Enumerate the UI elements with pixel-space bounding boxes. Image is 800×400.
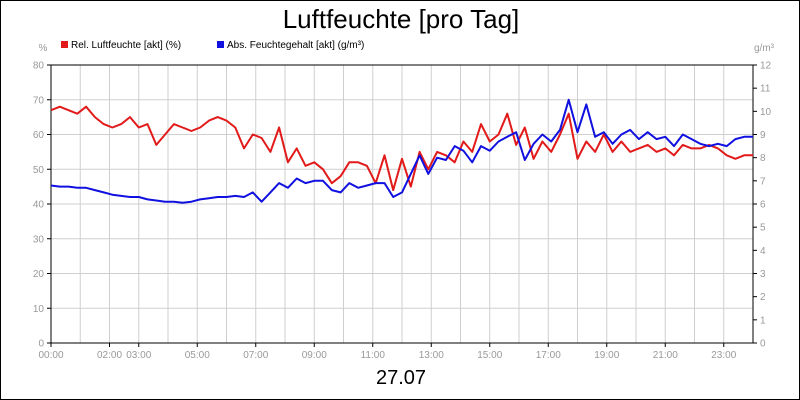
y-right-tick-label: 11 bbox=[760, 84, 771, 95]
y-right-tick-label: 10 bbox=[760, 107, 772, 118]
legend-label-rel-humidity: Rel. Luftfeuchte [akt] (%) bbox=[71, 40, 181, 51]
legend: Rel. Luftfeuchte [akt] (%) Abs. Feuchteg… bbox=[61, 40, 364, 51]
legend-label-abs-humidity: Abs. Feuchtegehalt [akt] (g/m³) bbox=[227, 40, 364, 51]
y-left-tick-label: 10 bbox=[33, 304, 45, 315]
x-tick-label: 07:00 bbox=[243, 350, 268, 361]
y-left-tick-label: 60 bbox=[33, 130, 45, 141]
x-tick-label: 00:00 bbox=[38, 350, 63, 361]
y-right-tick-label: 5 bbox=[760, 223, 766, 234]
legend-swatch-rel-humidity bbox=[61, 41, 68, 48]
y-right-tick-label: 7 bbox=[760, 176, 766, 187]
y-right-tick-label: 8 bbox=[760, 153, 766, 164]
x-tick-label: 23:00 bbox=[711, 350, 736, 361]
chart-date: 27.07 bbox=[375, 367, 427, 389]
legend-swatch-abs-humidity bbox=[217, 41, 224, 48]
series-line-abs-humidity bbox=[50, 98, 753, 204]
y-right-tick-label: 0 bbox=[760, 339, 766, 350]
chart-title: Luftfeuchte [pro Tag] bbox=[282, 4, 520, 34]
y-left-tick-label: 40 bbox=[33, 200, 45, 211]
y-right-tick-label: 12 bbox=[760, 61, 772, 72]
y-right-tick-label: 6 bbox=[760, 200, 766, 211]
series-lines bbox=[50, 98, 753, 204]
y-right-tick-label: 9 bbox=[760, 130, 766, 141]
y-left-tick-label: 20 bbox=[33, 269, 45, 280]
y-right-tick-label: 2 bbox=[760, 292, 766, 303]
y-right-tick-label: 1 bbox=[760, 315, 766, 326]
y-right-tick-label: 4 bbox=[760, 246, 766, 257]
y-right-tick-label: 3 bbox=[760, 269, 766, 280]
grid-lines bbox=[50, 64, 754, 344]
y-left-tick-label: 30 bbox=[33, 234, 45, 245]
x-tick-label: 19:00 bbox=[594, 350, 619, 361]
x-tick-label: 02:00 bbox=[97, 350, 122, 361]
x-tick-label: 21:00 bbox=[653, 350, 678, 361]
x-tick-label: 13:00 bbox=[419, 350, 444, 361]
y-left-unit: % bbox=[39, 43, 48, 54]
y-left-tick-label: 50 bbox=[33, 165, 45, 176]
y-right-unit: g/m³ bbox=[754, 43, 775, 54]
x-tick-label: 05:00 bbox=[185, 350, 210, 361]
x-tick-label: 15:00 bbox=[477, 350, 502, 361]
x-tick-label: 03:00 bbox=[126, 350, 151, 361]
y-left-tick-label: 80 bbox=[33, 61, 45, 72]
y-left-tick-label: 70 bbox=[33, 95, 45, 106]
y-left-tick-label: 0 bbox=[38, 339, 44, 350]
series-line-rel-humidity bbox=[50, 105, 753, 192]
x-tick-label: 09:00 bbox=[302, 350, 327, 361]
x-tick-label: 11:00 bbox=[361, 350, 386, 361]
x-tick-label: 17:00 bbox=[536, 350, 561, 361]
